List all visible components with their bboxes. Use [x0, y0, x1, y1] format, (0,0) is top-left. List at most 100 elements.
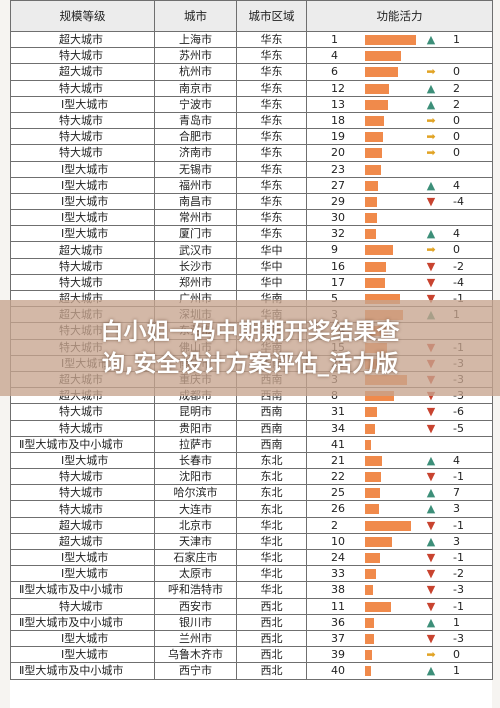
vitality-cell: 19 ➡ 0: [306, 128, 493, 146]
table-row: Ⅰ型大城市 宁波市 华东 13 ▲ 2: [10, 95, 493, 113]
city-cell: 青岛市: [154, 111, 237, 130]
up-arrow-icon: ▲: [426, 534, 436, 548]
scale-cell: 特大城市: [10, 484, 155, 502]
rank-change: 0: [453, 130, 460, 144]
region-cell: 东北: [236, 451, 307, 470]
scale-cell: Ⅰ型大城市: [10, 565, 155, 583]
region-cell: 华北: [236, 548, 307, 567]
scale-cell: Ⅱ型大城市及中小城市: [10, 435, 155, 453]
region-cell: 西北: [236, 613, 307, 631]
city-cell: 北京市: [154, 516, 237, 534]
down-arrow-icon: ▼: [426, 631, 436, 645]
scale-cell: 特大城市: [10, 79, 155, 97]
table-row: 特大城市 济南市 华东 20 ➡ 0: [10, 144, 493, 162]
city-cell: 合肥市: [154, 128, 237, 146]
vitality-rank: 41: [331, 437, 345, 451]
up-arrow-icon: ▲: [426, 615, 436, 629]
rank-change: 1: [453, 664, 460, 678]
city-cell: 大连市: [154, 500, 237, 518]
up-arrow-icon: ▲: [426, 664, 436, 678]
vitality-cell: 37 ▼ -3: [306, 629, 493, 648]
city-cell: 西宁市: [154, 662, 237, 680]
table-row: 超大城市 上海市 华东 1 ▲ 1: [10, 30, 493, 49]
vitality-bar: [365, 67, 398, 78]
vitality-rank: 34: [331, 421, 345, 435]
table-row: Ⅰ型大城市 太原市 华北 33 ▼ -2: [10, 565, 493, 583]
rank-change: -4: [453, 194, 464, 208]
vitality-cell: 1 ▲ 1: [306, 30, 493, 49]
table-row: 特大城市 长沙市 华中 16 ▼ -2: [10, 257, 493, 275]
vitality-rank: 37: [331, 631, 345, 645]
vitality-bar: [365, 196, 377, 207]
region-cell: 华东: [236, 111, 307, 130]
scale-cell: Ⅱ型大城市及中小城市: [10, 613, 155, 631]
rank-change: -1: [453, 518, 464, 532]
city-cell: 昆明市: [154, 403, 237, 421]
city-cell: 拉萨市: [154, 435, 237, 453]
scale-cell: 超大城市: [10, 30, 155, 49]
up-arrow-icon: ▲: [426, 502, 436, 516]
vitality-bar: [365, 99, 388, 110]
table-row: Ⅱ型大城市及中小城市 西宁市 西北 40 ▲ 1: [10, 662, 493, 680]
city-cell: 宁波市: [154, 95, 237, 113]
vitality-bar: [365, 229, 376, 240]
table-row: 特大城市 大连市 东北 26 ▲ 3: [10, 500, 493, 518]
vitality-bar: [365, 35, 416, 45]
vitality-cell: 33 ▼ -2: [306, 565, 493, 583]
vitality-rank: 2: [331, 518, 338, 532]
region-cell: 华东: [236, 225, 307, 243]
vitality-rank: 27: [331, 178, 345, 192]
table-row: Ⅰ型大城市 南昌市 华东 29 ▼ -4: [10, 192, 493, 211]
rank-change: -3: [453, 583, 464, 597]
region-cell: 华中: [236, 273, 307, 292]
table-row: Ⅱ型大城市及中小城市 拉萨市 西南 41: [10, 435, 493, 453]
region-cell: 华北: [236, 516, 307, 534]
scale-cell: Ⅰ型大城市: [10, 548, 155, 567]
vitality-cell: 29 ▼ -4: [306, 192, 493, 211]
table-row: 特大城市 沈阳市 东北 22 ▼ -1: [10, 468, 493, 486]
scale-cell: Ⅰ型大城市: [10, 225, 155, 243]
right-arrow-icon: ➡: [426, 243, 436, 257]
table-row: 超大城市 武汉市 华中 9 ➡ 0: [10, 241, 493, 259]
city-cell: 西安市: [154, 597, 237, 615]
scale-cell: 特大城市: [10, 144, 155, 162]
city-cell: 杭州市: [154, 63, 237, 81]
region-cell: 东北: [236, 468, 307, 486]
region-cell: 西北: [236, 597, 307, 615]
region-cell: 华北: [236, 581, 307, 599]
up-arrow-icon: ▲: [426, 227, 436, 241]
region-cell: 西南: [236, 403, 307, 421]
vitality-bar: [365, 148, 382, 159]
city-cell: 贵阳市: [154, 419, 237, 437]
vitality-bar: [365, 164, 381, 175]
vitality-rank: 21: [331, 453, 345, 467]
table-row: 超大城市 天津市 华北 10 ▲ 3: [10, 532, 493, 551]
down-arrow-icon: ▼: [426, 470, 436, 484]
rank-change: -1: [453, 292, 464, 305]
vitality-bar: [365, 520, 411, 531]
vitality-bar: [365, 213, 377, 224]
vitality-rank: 6: [331, 65, 338, 79]
scale-cell: 特大城市: [10, 128, 155, 146]
vitality-bar: [365, 617, 374, 628]
vitality-rank: 16: [331, 259, 345, 273]
down-arrow-icon: ▼: [426, 275, 436, 289]
city-cell: 厦门市: [154, 225, 237, 243]
scale-cell: Ⅰ型大城市: [10, 209, 155, 227]
vitality-cell: 13 ▲ 2: [306, 95, 493, 113]
scale-cell: 特大城市: [10, 111, 155, 130]
vitality-bar: [365, 536, 392, 547]
vitality-rank: 29: [331, 194, 345, 208]
city-cell: 无锡市: [154, 160, 237, 178]
vitality-rank: 13: [331, 97, 345, 111]
vitality-rank: 19: [331, 130, 345, 144]
scale-cell: Ⅱ型大城市及中小城市: [10, 662, 155, 680]
scale-cell: 超大城市: [10, 241, 155, 259]
vitality-cell: 12 ▲ 2: [306, 79, 493, 97]
scale-cell: 超大城市: [10, 63, 155, 81]
vitality-bar: [365, 51, 401, 62]
right-arrow-icon: ➡: [426, 146, 436, 160]
rank-change: -1: [453, 551, 464, 564]
rank-change: -3: [453, 631, 464, 645]
right-arrow-icon: ➡: [426, 65, 436, 79]
